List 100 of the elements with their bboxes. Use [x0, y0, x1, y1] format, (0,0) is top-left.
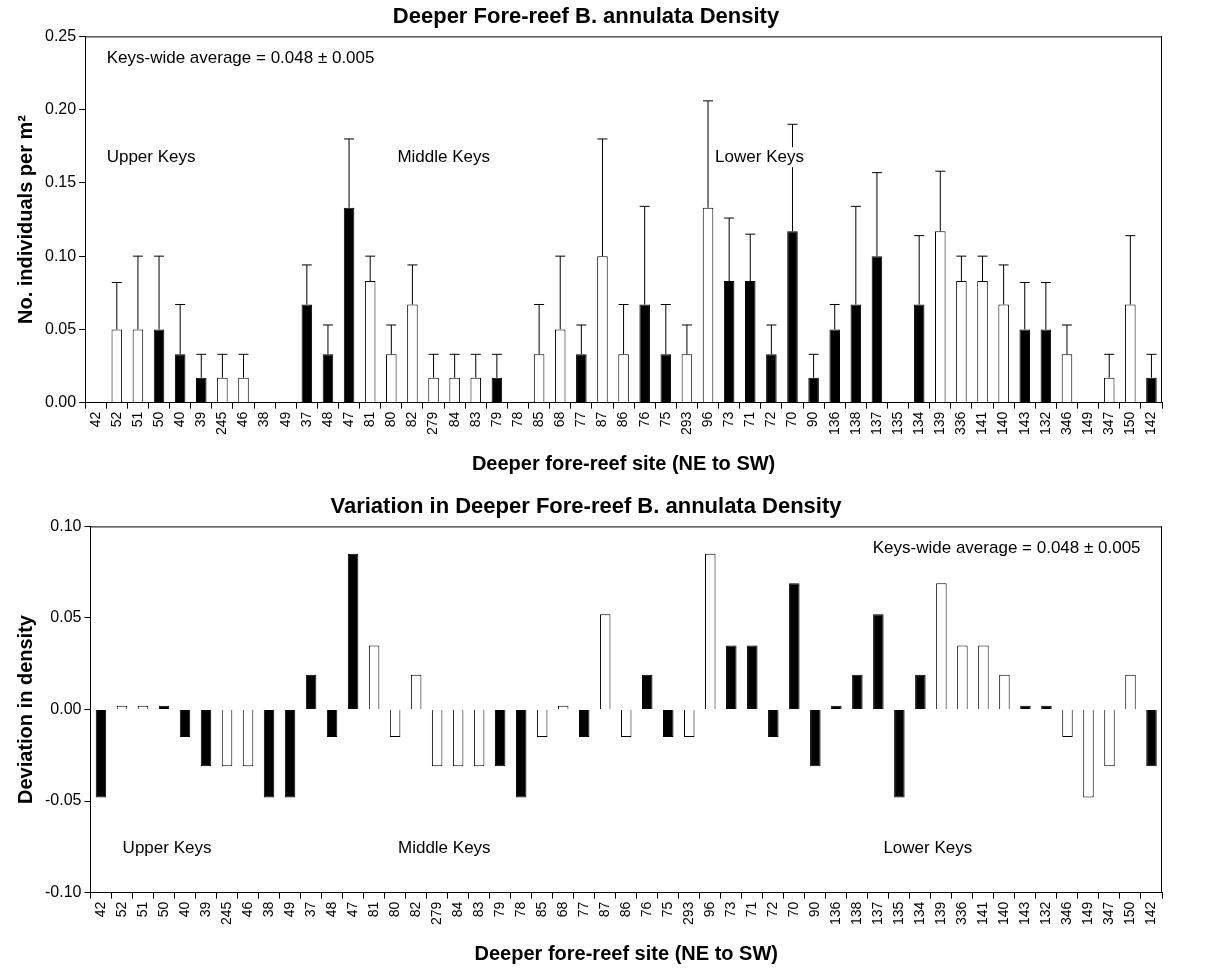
x-tick-label: 37: [301, 901, 318, 918]
x-tick-label: 79: [491, 901, 508, 918]
x-tick-label: 90: [804, 411, 821, 428]
x-tick-label: 84: [445, 411, 462, 428]
x-tick-label: 139: [931, 411, 948, 435]
y-tick-label: 0.25: [45, 26, 77, 44]
x-tick-label: 77: [572, 411, 589, 428]
x-tick-label: 150: [1121, 411, 1138, 435]
x-tick-label: 140: [995, 901, 1012, 925]
x-tick-label: 42: [91, 901, 108, 918]
x-tick-label: 138: [848, 901, 865, 925]
y-tick-label: 0.15: [45, 173, 77, 191]
x-tick-label: 82: [406, 901, 423, 918]
x-tick-label: 134: [911, 901, 928, 925]
x-tick-label: 85: [529, 411, 546, 428]
x-tick-label: 279: [428, 901, 444, 925]
annotation: Keys-wide average = 0.048 ± 0.005: [106, 48, 375, 68]
x-tick-label: 71: [741, 411, 758, 428]
x-tick-label: 71: [743, 901, 760, 918]
x-tick-label: 86: [614, 411, 631, 428]
x-tick-label: 85: [533, 901, 550, 918]
x-tick-label: 90: [806, 901, 823, 918]
x-tick-label: 149: [1079, 901, 1096, 925]
x-tick-label: 136: [827, 901, 844, 925]
x-tick-label: 141: [974, 901, 991, 925]
x-tick-label: 135: [888, 411, 905, 435]
x-tick-label: 139: [932, 901, 949, 925]
annotation: Keys-wide average = 0.048 ± 0.005: [872, 538, 1141, 558]
x-tick-label: 52: [112, 901, 129, 918]
x-tick-label: 40: [171, 411, 188, 428]
x-tick-label: 96: [698, 411, 715, 428]
x-axis-title: Deeper fore-reef site (NE to SW): [471, 451, 776, 474]
annotation: Lower Keys: [715, 146, 804, 166]
x-tick-label: 138: [846, 411, 863, 435]
x-tick-label: 142: [1142, 901, 1159, 925]
x-tick-label: 72: [764, 901, 781, 918]
x-tick-label: 86: [617, 901, 634, 918]
x-tick-label: 140: [994, 411, 1011, 435]
x-tick-label: 347: [1100, 411, 1117, 435]
x-tick-label: 46: [234, 411, 251, 428]
x-tick-label: 49: [276, 411, 293, 428]
x-tick-label: 78: [508, 411, 525, 428]
x-tick-label: 68: [554, 901, 571, 918]
x-tick-label: 76: [635, 411, 652, 428]
x-tick-label: 51: [128, 411, 145, 428]
x-tick-label: 135: [890, 901, 907, 925]
x-tick-label: 68: [551, 411, 568, 428]
x-tick-label: 143: [1015, 411, 1032, 435]
x-tick-label: 42: [86, 411, 103, 428]
x-tick-label: 150: [1121, 901, 1138, 925]
x-tick-label: 75: [659, 901, 676, 918]
x-tick-label: 47: [343, 901, 360, 918]
y-tick-label: 0.10: [45, 246, 77, 264]
x-tick-label: 336: [952, 411, 969, 435]
x-tick-label: 80: [385, 901, 402, 918]
y-axis-title: Deviation in density: [13, 614, 36, 804]
x-tick-label: 83: [466, 411, 483, 428]
x-tick-label: 293: [680, 901, 697, 925]
y-axis-title: No. individuals per m²: [13, 114, 36, 324]
annotation: Middle Keys: [397, 146, 491, 166]
x-tick-label: 81: [361, 411, 378, 428]
x-tick-label: 143: [1016, 901, 1033, 925]
annotation: Middle Keys: [398, 838, 491, 858]
chart-title: Deeper Fore-reef B. annulata Density: [392, 3, 780, 29]
x-tick-label: 132: [1037, 901, 1054, 925]
x-tick-label: 38: [255, 411, 272, 428]
annotation: Upper Keys: [106, 146, 196, 166]
x-tick-label: 50: [154, 901, 171, 918]
y-tick-label: 0.20: [45, 100, 77, 118]
x-tick-label: 279: [424, 411, 441, 435]
x-tick-label: 84: [449, 901, 466, 918]
x-tick-label: 70: [783, 411, 800, 428]
x-tick-label: 78: [512, 901, 529, 918]
x-tick-label: 47: [339, 411, 356, 428]
chart-title: Variation in Deeper Fore-reef B. annulata Density: [330, 493, 843, 519]
x-tick-label: 82: [403, 411, 420, 428]
x-tick-label: 80: [382, 411, 399, 428]
x-tick-label: 39: [196, 901, 213, 918]
y-tick-label: 0.05: [45, 319, 77, 337]
x-tick-label: 293: [677, 411, 694, 435]
x-tick-label: 347: [1100, 901, 1117, 925]
x-tick-label: 134: [910, 411, 927, 435]
annotation: Upper Keys: [122, 838, 212, 858]
x-tick-label: 132: [1036, 411, 1053, 435]
x-tick-label: 73: [720, 411, 736, 428]
x-tick-label: 87: [596, 901, 613, 918]
x-tick-label: 70: [785, 901, 802, 918]
x-tick-label: 39: [192, 411, 209, 428]
x-tick-label: 73: [722, 901, 739, 918]
y-tick-label: 0.10: [50, 516, 82, 534]
x-tick-label: 72: [762, 411, 779, 428]
y-tick-label: 0.00: [50, 699, 82, 717]
x-tick-label: 141: [973, 411, 990, 435]
x-tick-label: 48: [318, 411, 335, 428]
x-tick-label: 46: [238, 901, 255, 918]
x-tick-label: 137: [867, 411, 884, 435]
x-tick-label: 96: [701, 901, 718, 918]
annotation: Lower Keys: [883, 838, 973, 858]
x-tick-label: 83: [470, 901, 487, 918]
x-tick-label: 75: [656, 411, 673, 428]
